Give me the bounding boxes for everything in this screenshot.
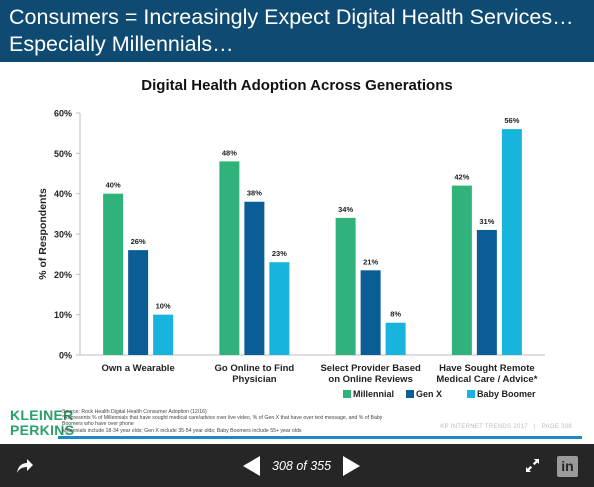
bar	[244, 201, 265, 355]
y-tick-label: 10%	[54, 310, 72, 320]
bar	[103, 193, 124, 355]
bar	[153, 314, 174, 355]
legend-swatch	[467, 390, 475, 398]
page-counter: 308 of 355	[272, 459, 332, 473]
data-label: 38%	[247, 189, 262, 198]
bar	[476, 229, 497, 355]
kleiner-perkins-logo: KLEINER PERKINS	[10, 408, 74, 438]
legend-label: Millennial	[353, 389, 394, 399]
linkedin-icon[interactable]: in	[557, 456, 578, 477]
slide-title: Consumers = Increasingly Expect Digital …	[9, 5, 574, 56]
legend-swatch	[343, 390, 351, 398]
legend-label: Baby Boomer	[477, 389, 536, 399]
chart-title: Digital Health Adoption Across Generatio…	[141, 77, 453, 94]
share-arrow-icon[interactable]	[14, 456, 34, 476]
x-tick-label: Select Provider Based	[320, 363, 421, 374]
viewer-toolbar: 308 of 355 in	[0, 444, 594, 487]
data-label: 48%	[222, 148, 237, 157]
y-tick-label: 60%	[54, 109, 72, 119]
data-label: 8%	[390, 310, 401, 319]
next-page-button[interactable]	[343, 456, 361, 476]
data-label: 34%	[338, 205, 353, 214]
data-label: 23%	[272, 249, 287, 258]
legend-label: Gen X	[416, 389, 442, 399]
footer-report: KP INTERNET TRENDS 2017	[440, 424, 528, 430]
y-tick-label: 30%	[54, 230, 72, 240]
footer-divider	[58, 436, 582, 439]
y-tick-label: 50%	[54, 149, 72, 159]
x-tick-label: on Online Reviews	[328, 374, 412, 385]
y-tick-label: 0%	[59, 351, 72, 361]
bar	[219, 161, 240, 355]
y-tick-label: 20%	[54, 270, 72, 280]
bar	[451, 185, 472, 355]
footer-report-info: KP INTERNET TRENDS 2017 | PAGE 308	[436, 424, 572, 430]
bar	[385, 322, 406, 355]
footer-separator: |	[533, 424, 536, 430]
data-label: 40%	[106, 181, 121, 190]
title-bar: Consumers = Increasingly Expect Digital …	[0, 0, 594, 62]
x-tick-label: Physician	[232, 374, 277, 385]
footer-page: PAGE 308	[541, 424, 572, 430]
slide: Consumers = Increasingly Expect Digital …	[0, 0, 594, 439]
bar-chart: 0% 10% 20% 30% 40% 50% 60% % of Respondents 40% 2…	[37, 109, 545, 399]
bar	[128, 250, 149, 355]
expand-icon[interactable]	[526, 459, 539, 472]
previous-page-button[interactable]	[243, 456, 260, 476]
x-tick-label: Own a Wearable	[102, 363, 175, 374]
y-axis-label: % of Respondents	[37, 188, 49, 280]
bar	[360, 270, 381, 355]
source-note: Source: Rock Health Digital Health Consu…	[62, 409, 383, 434]
page-navigation: 308 of 355	[243, 455, 361, 477]
x-tick-label: Medical Care / Advice*	[436, 374, 537, 385]
data-label: 31%	[479, 217, 494, 226]
data-label: 10%	[156, 302, 171, 311]
data-label: 26%	[131, 237, 146, 246]
legend-swatch	[406, 390, 414, 398]
bar	[335, 217, 356, 355]
x-tick-label: Go Online to Find	[215, 363, 295, 374]
data-label: 56%	[504, 116, 519, 125]
data-label: 42%	[454, 173, 469, 182]
data-label: 21%	[363, 257, 378, 266]
bar	[269, 262, 290, 355]
bar	[501, 129, 522, 355]
x-tick-label: Have Sought Remote	[439, 363, 535, 374]
y-tick-label: 40%	[54, 189, 72, 199]
logo-text: KLEINER PERKINS	[10, 407, 75, 438]
